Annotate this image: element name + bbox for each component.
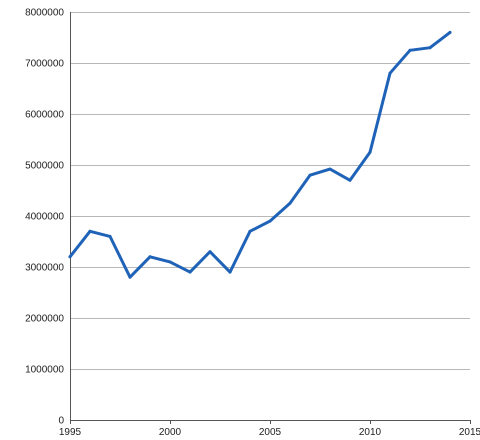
data-point — [368, 150, 372, 154]
data-point — [448, 30, 452, 34]
data-point — [168, 260, 172, 264]
data-point — [68, 255, 72, 259]
data-point — [128, 275, 132, 279]
y-tick-label: 3000000 — [25, 263, 64, 274]
data-point — [248, 229, 252, 233]
data-point — [88, 229, 92, 233]
series-line — [68, 30, 452, 279]
y-tick-label: 5000000 — [25, 161, 64, 172]
data-point — [288, 201, 292, 205]
data-point — [388, 71, 392, 75]
y-tick-label: 2000000 — [25, 314, 64, 325]
data-point — [328, 167, 332, 171]
data-point — [308, 173, 312, 177]
data-point — [228, 270, 232, 274]
y-tick-label: 7000000 — [25, 59, 64, 70]
data-point — [428, 46, 432, 50]
y-tick-label: 6000000 — [25, 110, 64, 121]
y-axis-tick-labels: 0 1000000 2000000 3000000 4000000 5000000 6000… — [25, 8, 64, 427]
x-tick-label: 2000 — [159, 427, 182, 438]
x-axis-tick-labels: 1995 2000 2005 2010 2015 — [59, 427, 480, 438]
y-tick-label: 4000000 — [25, 212, 64, 223]
data-point — [268, 219, 272, 223]
data-point — [148, 255, 152, 259]
data-point — [408, 48, 412, 52]
data-point — [188, 270, 192, 274]
y-tick-label: 1000000 — [25, 365, 64, 376]
x-tick-label: 2010 — [359, 427, 382, 438]
x-tick-label: 2005 — [259, 427, 282, 438]
series-group — [68, 30, 452, 279]
gridlines — [70, 12, 470, 370]
y-tick-label: 8000000 — [25, 8, 64, 19]
y-tick-label: 0 — [58, 416, 64, 427]
x-tick-label: 1995 — [59, 427, 82, 438]
data-point — [108, 234, 112, 238]
axes — [70, 12, 471, 424]
data-point — [348, 178, 352, 182]
data-point — [208, 250, 212, 254]
x-tick-label: 2015 — [459, 427, 480, 438]
